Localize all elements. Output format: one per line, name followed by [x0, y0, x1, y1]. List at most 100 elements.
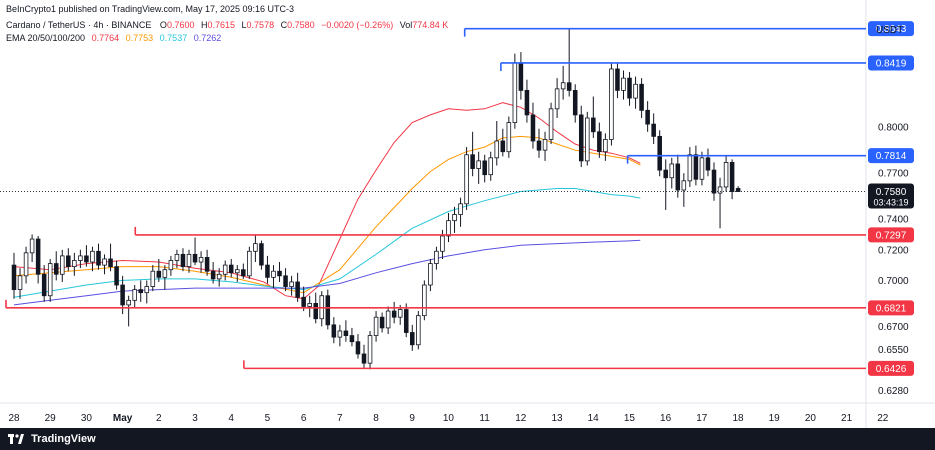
candle-body — [615, 68, 620, 91]
candle-body — [295, 281, 300, 298]
candle — [482, 154, 487, 183]
x-tick-label: 19 — [769, 413, 781, 424]
candle-body — [379, 316, 385, 329]
candle-body — [506, 122, 512, 153]
chart-background — [0, 0, 935, 428]
x-tick-label: 11 — [479, 413, 490, 424]
ema200-value: 0.7262 — [194, 33, 222, 43]
candle — [210, 262, 216, 284]
candle-body — [542, 139, 548, 151]
candle-body — [397, 309, 403, 318]
candles — [11, 29, 741, 370]
candle-body — [120, 284, 125, 306]
candle — [247, 246, 252, 279]
candle-body — [591, 117, 596, 133]
candle — [410, 324, 415, 351]
candle — [669, 157, 675, 189]
candle — [621, 70, 626, 100]
candle — [603, 133, 608, 161]
candle — [560, 65, 566, 100]
candle — [84, 245, 89, 267]
candle-body — [621, 77, 626, 91]
x-tick-label: 9 — [409, 413, 415, 424]
candle-body — [313, 302, 318, 320]
ohlc-high-label: H — [201, 20, 208, 30]
symbol-name: Cardano / TetherUS · 4h · BINANCE — [6, 20, 151, 30]
key-level-label: 0.7814 — [876, 151, 907, 162]
candle — [458, 197, 463, 227]
candle — [548, 102, 554, 145]
candle — [536, 128, 542, 158]
candle-body — [578, 114, 584, 162]
candle — [198, 251, 204, 273]
y-tick-label: 0.7000 — [878, 276, 909, 287]
candle-body — [53, 263, 59, 275]
bar-countdown: 03:43:19 — [873, 198, 908, 208]
candle-body — [717, 186, 723, 194]
candle-body — [729, 162, 735, 192]
candle-body — [271, 270, 276, 278]
candle — [711, 162, 717, 201]
candle-body — [488, 157, 493, 176]
candle-body — [349, 335, 355, 343]
candle — [41, 265, 47, 302]
candle-body — [210, 270, 216, 280]
candle-body — [72, 260, 77, 268]
candle — [367, 330, 373, 370]
x-tick-label: 21 — [841, 413, 853, 424]
x-tick-label: 6 — [301, 413, 307, 424]
x-tick-label: 14 — [588, 413, 600, 424]
candle — [470, 131, 475, 177]
candle — [488, 151, 493, 181]
key-level-label: 0.7297 — [876, 230, 907, 241]
candle — [60, 249, 65, 282]
x-tick-label: 2 — [156, 413, 162, 424]
candle-body — [162, 269, 168, 278]
candle-body — [247, 250, 252, 277]
candle-body — [132, 289, 137, 301]
candle-body — [512, 62, 518, 123]
candle-body — [337, 330, 343, 338]
candle — [597, 122, 602, 158]
y-tick-label: 0.6280 — [878, 386, 909, 397]
candle — [259, 240, 264, 270]
candle — [168, 255, 174, 276]
x-tick-label: 29 — [45, 413, 57, 424]
candle — [355, 334, 361, 359]
candle — [216, 268, 222, 287]
candle-body — [651, 123, 656, 137]
candle — [391, 301, 397, 324]
candle — [615, 62, 620, 99]
candle-body — [180, 253, 186, 268]
y-tick-label: 0.6550 — [878, 345, 909, 356]
candle — [180, 248, 186, 272]
candle — [174, 249, 180, 269]
x-tick-label: 7 — [337, 413, 343, 424]
candle — [343, 320, 349, 342]
ema-legend-label: EMA 20/50/100/200 — [6, 33, 85, 43]
candle-body — [17, 275, 23, 291]
candle-body — [60, 255, 65, 275]
candle-body — [174, 253, 180, 261]
key-level-label: 0.6821 — [876, 303, 907, 314]
candle-body — [500, 140, 506, 153]
candle — [186, 249, 192, 273]
candle-body — [428, 263, 433, 286]
x-tick-label: 22 — [877, 413, 889, 424]
candle-body — [114, 266, 119, 286]
key-level-tag — [868, 300, 914, 316]
candle-body — [78, 255, 83, 261]
price-chart[interactable]: 0.8000 0.7700 0.7400 0.7200 0.7000 0.6700 0.65… — [0, 0, 935, 428]
candle-body — [699, 157, 705, 180]
candle — [102, 254, 107, 275]
candle-body — [566, 82, 572, 91]
candle-body — [126, 299, 131, 306]
candle-body — [283, 275, 288, 287]
candle — [96, 243, 101, 270]
candle-body — [11, 264, 17, 291]
candle-body — [168, 260, 174, 271]
candle-body — [470, 154, 475, 169]
candle-body — [410, 332, 415, 346]
y-tick-label: 0.8000 — [878, 123, 909, 134]
